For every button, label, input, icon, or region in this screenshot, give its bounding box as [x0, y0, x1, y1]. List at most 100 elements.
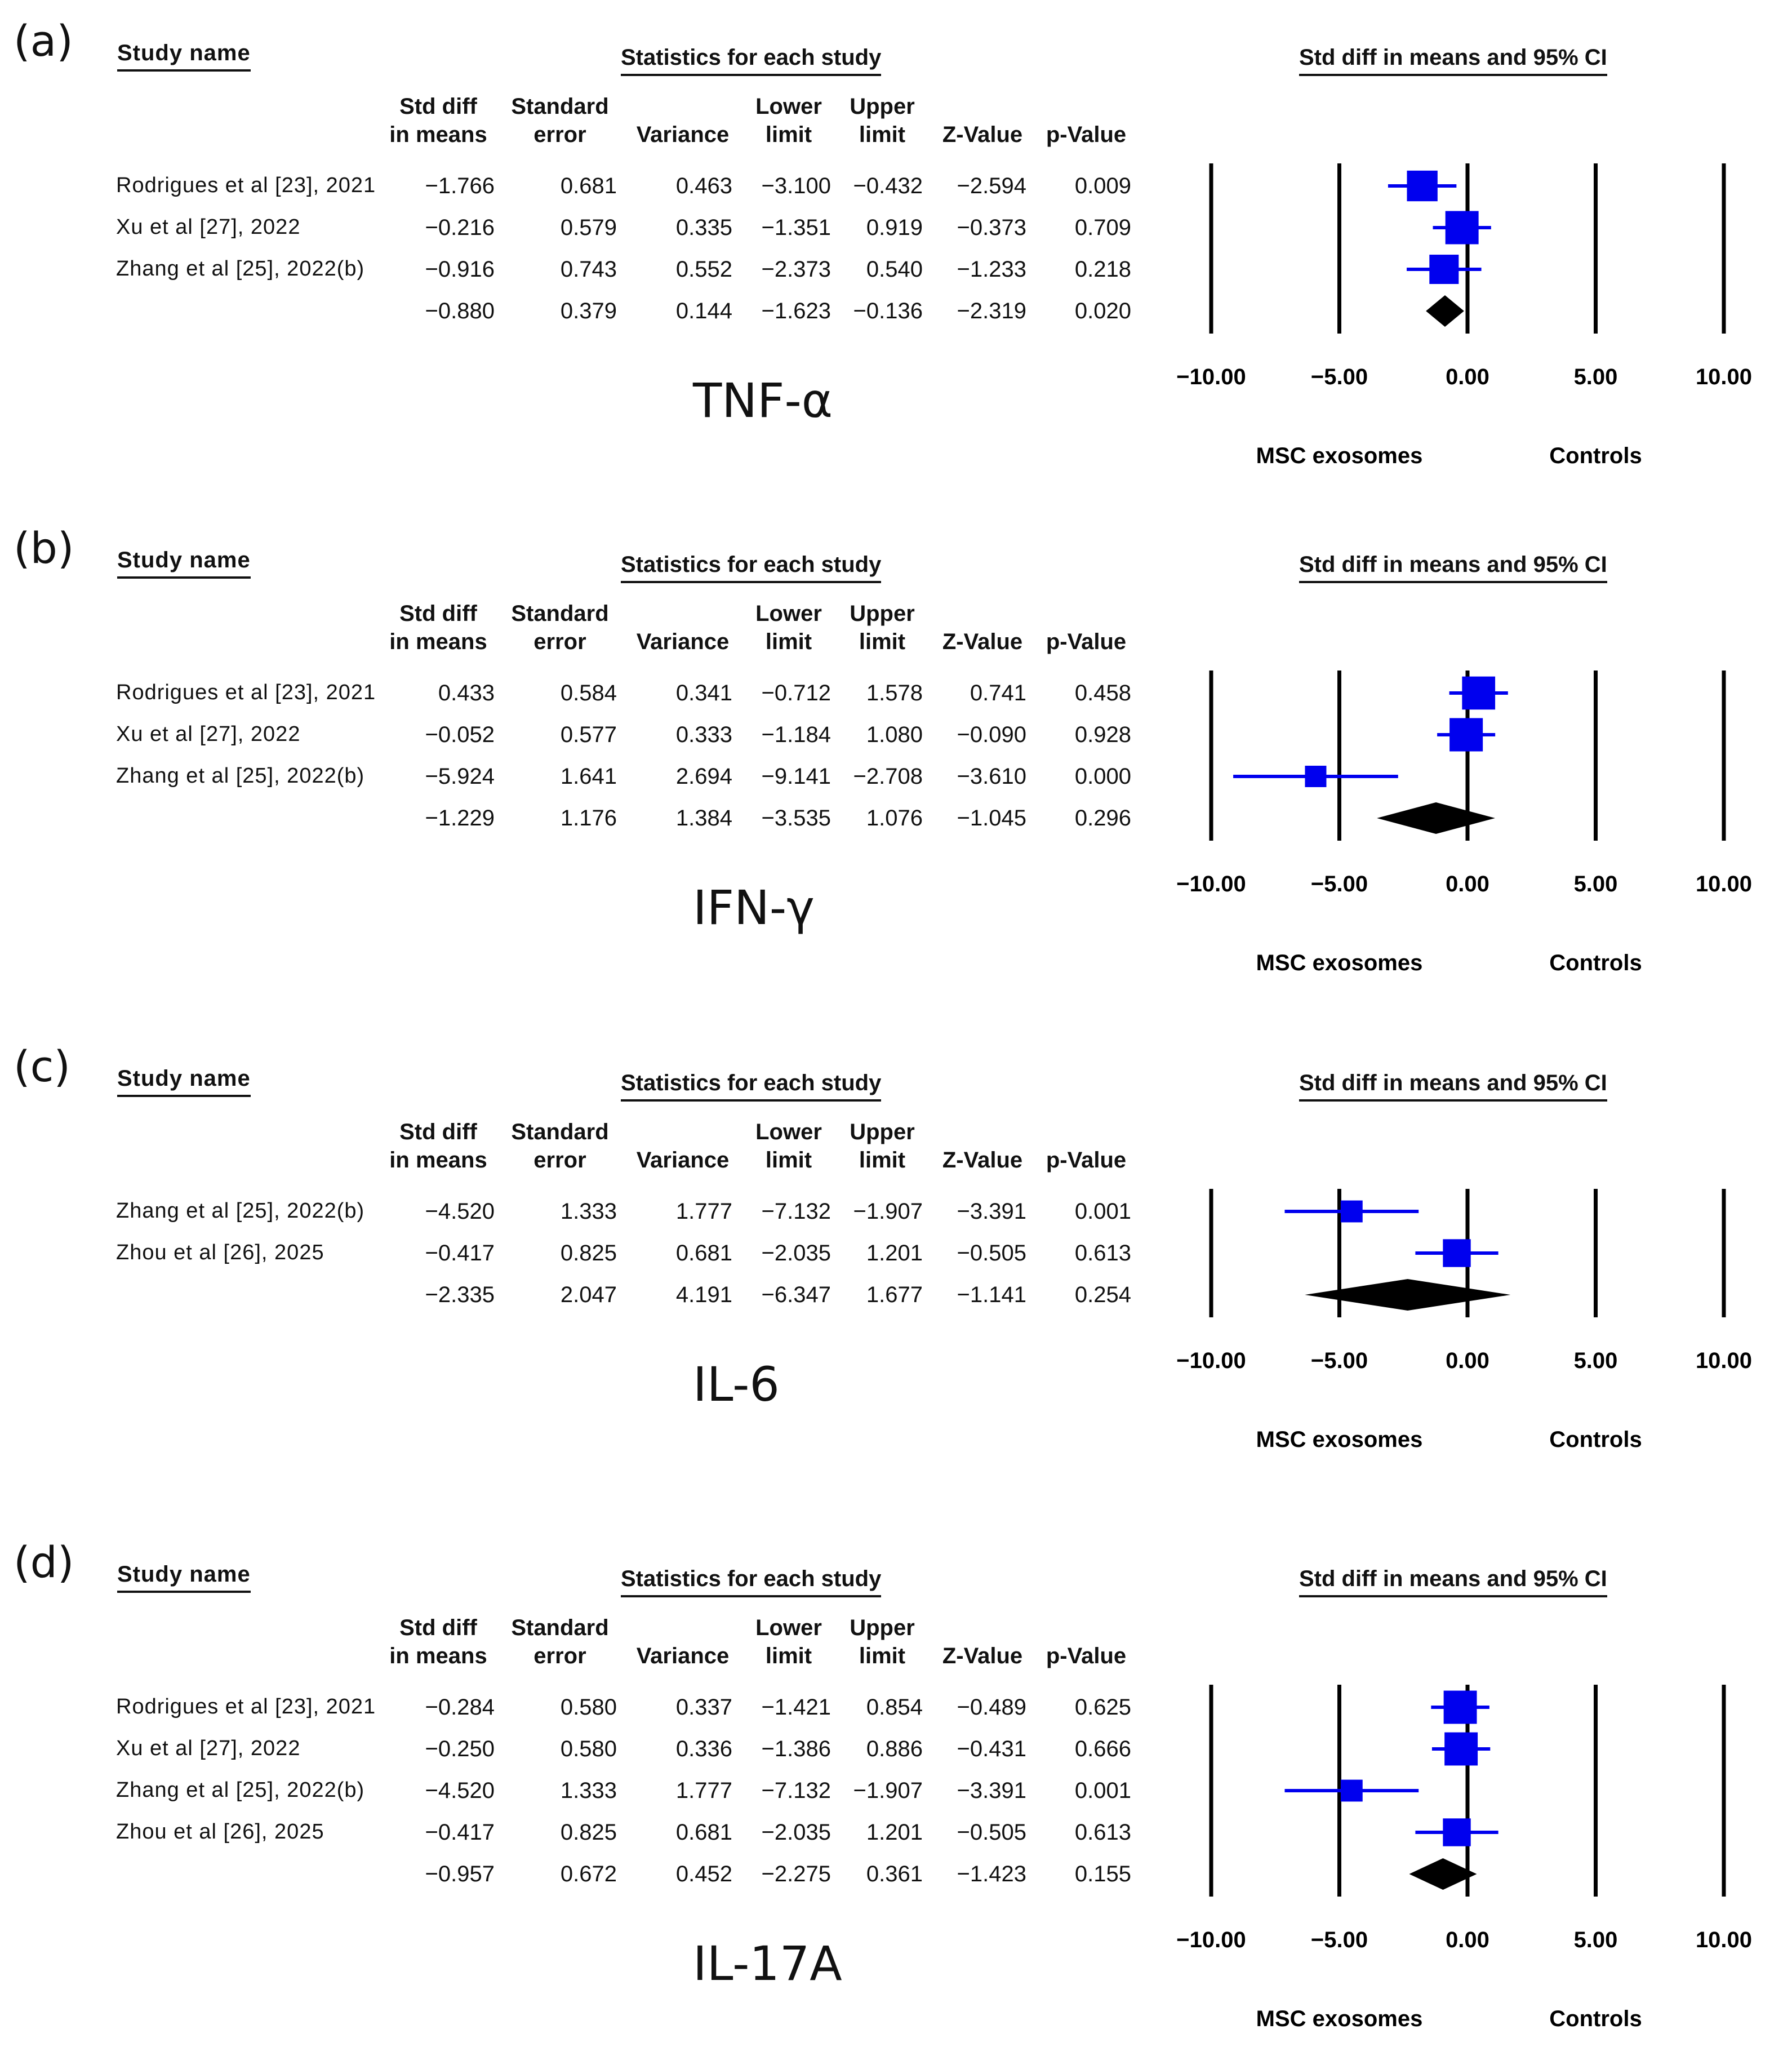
stat-value: −3.610 — [957, 764, 1026, 789]
column-header: Standard error — [511, 1120, 609, 1173]
statistics-header: Statistics for each study — [621, 552, 882, 583]
study-name-underline — [117, 1591, 251, 1593]
study-name-header: Study name — [117, 1066, 251, 1097]
ci-header: Std diff in means and 95% CI — [1299, 1071, 1607, 1102]
statistics-header: Statistics for each study — [621, 45, 882, 76]
cytokine-label: IFN-γ — [693, 880, 815, 935]
x-tick-label: −10.00 — [1176, 365, 1246, 389]
stat-value: −0.417 — [425, 1820, 495, 1845]
column-header: Z-Value — [942, 1148, 1023, 1173]
study-marker — [1429, 254, 1459, 285]
column-header: Lower limit — [755, 1615, 822, 1668]
stat-value: 0.218 — [1074, 257, 1131, 282]
stat-value: 1.080 — [866, 722, 923, 747]
forest-plot: −10.00 −5.00 0.00 5.00 10.00 MSC exosomes Cont… — [1176, 1189, 1752, 1452]
column-header: Z-Value — [942, 629, 1023, 654]
stat-value: −4.520 — [425, 1778, 495, 1803]
stat-value: 0.254 — [1074, 1282, 1131, 1307]
stat-value: 2.694 — [675, 764, 732, 789]
stat-value: 0.001 — [1074, 1199, 1131, 1224]
table-row: Zhou et al [26], 2025 −0.417 0.825 0.681 −2.… — [0, 1236, 1155, 1270]
x-tick-label: 0.00 — [1446, 1348, 1489, 1373]
table-row: Rodrigues et al [23], 2021 −1.766 0.681 0.4… — [0, 169, 1155, 203]
stat-value: −0.136 — [853, 299, 923, 323]
stat-value: −1.623 — [761, 299, 831, 323]
stat-value: −2.275 — [761, 1862, 831, 1886]
table-row: Xu et al [27], 2022 −0.216 0.579 0.335 −1.35… — [0, 211, 1155, 245]
x-tick-label: −5.00 — [1311, 1348, 1368, 1373]
stat-value: −0.090 — [957, 722, 1026, 747]
stat-value: 1.076 — [866, 806, 923, 831]
stat-value: 1.384 — [675, 806, 732, 831]
stat-value: 0.854 — [866, 1695, 923, 1720]
table-row: Rodrigues et al [23], 2021 0.433 0.584 0.34… — [0, 676, 1155, 710]
column-header: Variance — [636, 1148, 730, 1173]
study-name-header-text: Study name — [117, 41, 251, 65]
stat-value: −7.132 — [761, 1778, 831, 1803]
statistics-header-text: Statistics for each study — [621, 45, 882, 70]
study-marker — [1449, 718, 1483, 752]
forest-plot: −10.00 −5.00 0.00 5.00 10.00 MSC exosomes Cont… — [1176, 1685, 1752, 2031]
statistics-header-underline — [621, 74, 882, 76]
stat-value: −0.489 — [957, 1695, 1026, 1720]
stat-value: 0.681 — [675, 1820, 732, 1845]
stat-value: 0.552 — [675, 257, 732, 282]
stat-value: 0.337 — [675, 1695, 732, 1720]
pooled-row: −1.229 1.176 1.384 −3.535 1.076 −1.045 0.296 — [0, 801, 1155, 835]
stat-value: −9.141 — [761, 764, 831, 789]
stat-value: −1.233 — [957, 257, 1026, 282]
table-row: Rodrigues et al [23], 2021 −0.284 0.580 0.3… — [0, 1690, 1155, 1724]
study-name-header: Study name — [117, 41, 251, 72]
stat-value: −1.421 — [761, 1695, 831, 1720]
stat-value: 0.333 — [675, 722, 732, 747]
statistics-header-underline — [621, 581, 882, 583]
stat-value: −0.052 — [425, 722, 495, 747]
column-header: Upper limit — [850, 1120, 915, 1173]
stat-value: 0.361 — [866, 1862, 923, 1886]
favours-right-label: Controls — [1549, 2006, 1642, 2031]
cytokine-label: IL-6 — [693, 1357, 780, 1412]
stat-value: 0.580 — [560, 1695, 617, 1720]
stat-value: −2.035 — [761, 1820, 831, 1845]
study-marker — [1445, 211, 1479, 245]
column-header: Upper limit — [850, 1615, 915, 1668]
x-tick-label: 10.00 — [1696, 365, 1752, 389]
stat-value: −1.423 — [957, 1862, 1026, 1886]
ci-header-underline — [1299, 74, 1607, 76]
column-header: Standard error — [511, 1615, 609, 1668]
stat-value: −3.391 — [957, 1778, 1026, 1803]
x-tick-label: −10.00 — [1176, 872, 1246, 896]
column-header: Std diff in means — [389, 94, 487, 147]
stat-value: 0.709 — [1074, 215, 1131, 240]
stat-value: 1.333 — [560, 1199, 617, 1224]
forest-panel-d: (d) Study name Statistics for each study St… — [0, 1521, 1792, 2031]
table-row: Xu et al [27], 2022 −0.052 0.577 0.333 −1.18… — [0, 718, 1155, 752]
statistics-header-text: Statistics for each study — [621, 1566, 882, 1591]
study-name: Zhou et al [26], 2025 — [116, 1241, 324, 1264]
stat-value: 0.741 — [970, 681, 1026, 705]
pooled-row: −0.957 0.672 0.452 −2.275 0.361 −1.423 0.155 — [0, 1857, 1155, 1891]
stat-value: 0.144 — [675, 299, 732, 323]
pooled-diamond — [1377, 802, 1495, 834]
panel-label: (c) — [14, 1041, 71, 1091]
table-row: Xu et al [27], 2022 −0.250 0.580 0.336 −1.38… — [0, 1732, 1155, 1766]
column-header: Std diff in means — [389, 601, 487, 654]
stat-value: 1.777 — [675, 1199, 732, 1224]
study-name: Zhang et al [25], 2022(b) — [116, 1199, 365, 1223]
stat-value: 0.452 — [675, 1862, 732, 1886]
column-header: Lower limit — [755, 94, 822, 147]
stat-value: −2.594 — [957, 174, 1026, 198]
panel-label: (d) — [14, 1537, 74, 1587]
stat-value: −3.391 — [957, 1199, 1026, 1224]
stat-value: −5.924 — [425, 764, 495, 789]
stat-value: 1.201 — [866, 1820, 923, 1845]
stat-value: 0.584 — [560, 681, 617, 705]
stat-value: −1.351 — [761, 215, 831, 240]
study-marker — [1407, 170, 1438, 202]
study-name: Rodrigues et al [23], 2021 — [116, 174, 376, 197]
table-row: Zhang et al [25], 2022(b) −0.916 0.743 0.55… — [0, 252, 1155, 286]
stat-value: −0.284 — [425, 1695, 495, 1720]
study-marker — [1340, 1200, 1363, 1223]
ci-header: Std diff in means and 95% CI — [1299, 1566, 1607, 1597]
stat-value: 0.886 — [866, 1737, 923, 1761]
